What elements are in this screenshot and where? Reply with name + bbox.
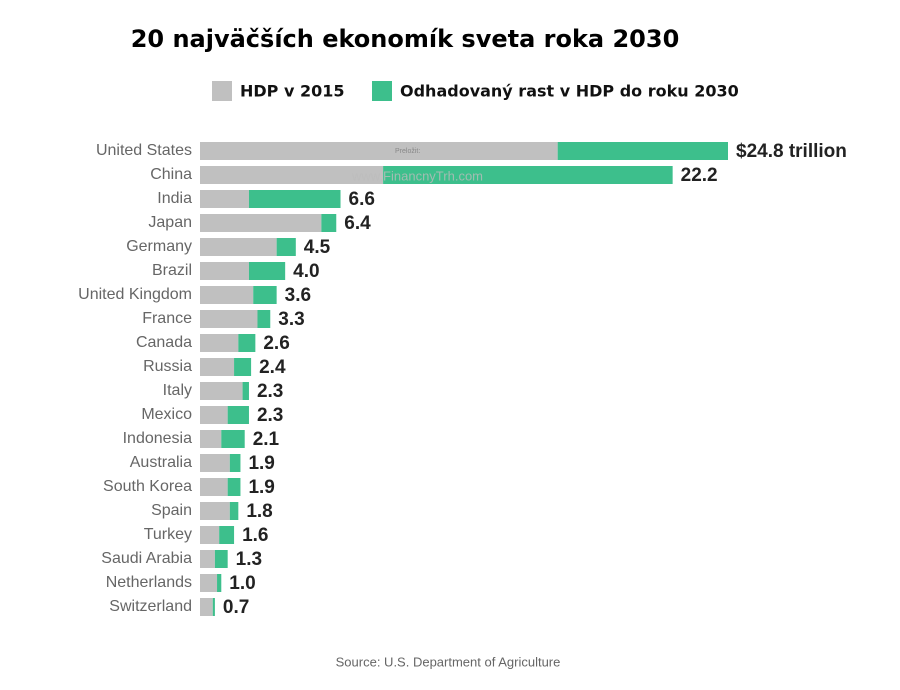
bar-segment bbox=[200, 574, 218, 592]
total-label: 4.5 bbox=[304, 237, 331, 258]
y-tick-label: Spain bbox=[151, 502, 192, 519]
bar-segment bbox=[200, 358, 235, 376]
total-label: 2.3 bbox=[257, 381, 283, 402]
total-label: 2.4 bbox=[259, 357, 286, 378]
bar-segment bbox=[200, 454, 230, 472]
total-label: 6.4 bbox=[344, 213, 371, 234]
bar-segment bbox=[217, 574, 222, 592]
bar-segment bbox=[229, 454, 241, 472]
y-tick-label: Canada bbox=[136, 334, 192, 351]
bar-segment bbox=[248, 190, 341, 208]
bar-segment bbox=[229, 502, 239, 520]
bar-segment bbox=[214, 550, 228, 568]
y-tick-label: Indonesia bbox=[123, 430, 192, 447]
y-tick-label: United States bbox=[96, 142, 192, 159]
watermark: www.FinancnyTrh.com bbox=[351, 168, 483, 183]
total-label: 22.2 bbox=[681, 165, 718, 186]
bar-segment bbox=[383, 166, 673, 184]
bar-segment bbox=[200, 430, 222, 448]
bar-segment bbox=[242, 382, 249, 400]
legend-swatch bbox=[212, 81, 232, 101]
bar-segment bbox=[200, 550, 215, 568]
y-tick-label: Turkey bbox=[144, 526, 192, 543]
bar-segment bbox=[227, 478, 241, 496]
y-tick-label: India bbox=[157, 190, 192, 207]
bar-segment bbox=[219, 526, 235, 544]
y-tick-label: South Korea bbox=[103, 478, 192, 495]
y-tick-label: Netherlands bbox=[106, 574, 192, 591]
y-tick-label: China bbox=[150, 166, 192, 183]
source: Source: U.S. Department of Agriculture bbox=[336, 654, 561, 669]
bar-segment bbox=[212, 598, 215, 616]
y-tick-label: Saudi Arabia bbox=[101, 550, 192, 567]
total-label: 1.9 bbox=[248, 453, 274, 474]
total-label: $24.8 trillion bbox=[736, 141, 847, 162]
total-label: 3.3 bbox=[278, 309, 304, 330]
bar-segment bbox=[200, 526, 220, 544]
y-tick-label: France bbox=[142, 310, 192, 327]
y-tick-label: Mexico bbox=[141, 406, 192, 423]
bar-segment bbox=[257, 310, 271, 328]
total-label: 1.6 bbox=[242, 525, 268, 546]
bar-segment bbox=[221, 430, 245, 448]
total-label: 1.3 bbox=[236, 549, 262, 570]
total-label: 0.7 bbox=[223, 597, 249, 618]
total-label: 2.6 bbox=[263, 333, 289, 354]
y-tick-label: Japan bbox=[148, 214, 192, 231]
y-tick-label: Switzerland bbox=[109, 598, 192, 615]
bar-segment bbox=[200, 166, 384, 184]
legend-label: Odhadovaný rast v HDP do roku 2030 bbox=[400, 82, 739, 101]
bar-segment bbox=[557, 142, 728, 160]
bar-segment bbox=[200, 142, 558, 160]
legend-label: HDP v 2015 bbox=[240, 82, 345, 101]
y-tick-label: Russia bbox=[143, 358, 192, 375]
bar-segment bbox=[276, 238, 296, 256]
bar-segment bbox=[200, 502, 230, 520]
total-label: 1.9 bbox=[248, 477, 274, 498]
bar-segment bbox=[200, 334, 239, 352]
y-tick-label: Brazil bbox=[152, 262, 192, 279]
total-label: 4.0 bbox=[293, 261, 319, 282]
bar-segment bbox=[200, 238, 277, 256]
overlay-text: Preložit: bbox=[395, 148, 420, 155]
bar-segment bbox=[234, 358, 252, 376]
legend-swatch bbox=[372, 81, 392, 101]
bar-segment bbox=[200, 478, 228, 496]
bar-segment bbox=[248, 262, 286, 280]
y-tick-label: Germany bbox=[126, 238, 192, 255]
y-tick-label: United Kingdom bbox=[78, 286, 192, 303]
total-label: 3.6 bbox=[285, 285, 311, 306]
total-label: 1.8 bbox=[246, 501, 272, 522]
chart-title: 20 najväčších ekonomík sveta roka 2030 bbox=[131, 25, 680, 53]
y-tick-label: Italy bbox=[163, 382, 192, 399]
bar-segment bbox=[200, 310, 258, 328]
bar-segment bbox=[200, 214, 322, 232]
total-label: 1.0 bbox=[229, 573, 255, 594]
bar-segment bbox=[321, 214, 337, 232]
bar-segment bbox=[227, 406, 249, 424]
bar-segment bbox=[200, 406, 228, 424]
bar-segment bbox=[238, 334, 256, 352]
y-tick-label: Australia bbox=[130, 454, 192, 471]
total-label: 6.6 bbox=[349, 189, 375, 210]
total-label: 2.3 bbox=[257, 405, 283, 426]
total-label: 2.1 bbox=[253, 429, 280, 450]
bar-segment bbox=[200, 382, 243, 400]
bar-segment bbox=[200, 598, 213, 616]
bar-segment bbox=[200, 190, 249, 208]
bar-segment bbox=[200, 262, 249, 280]
bar-segment bbox=[200, 286, 254, 304]
bar-segment bbox=[253, 286, 277, 304]
